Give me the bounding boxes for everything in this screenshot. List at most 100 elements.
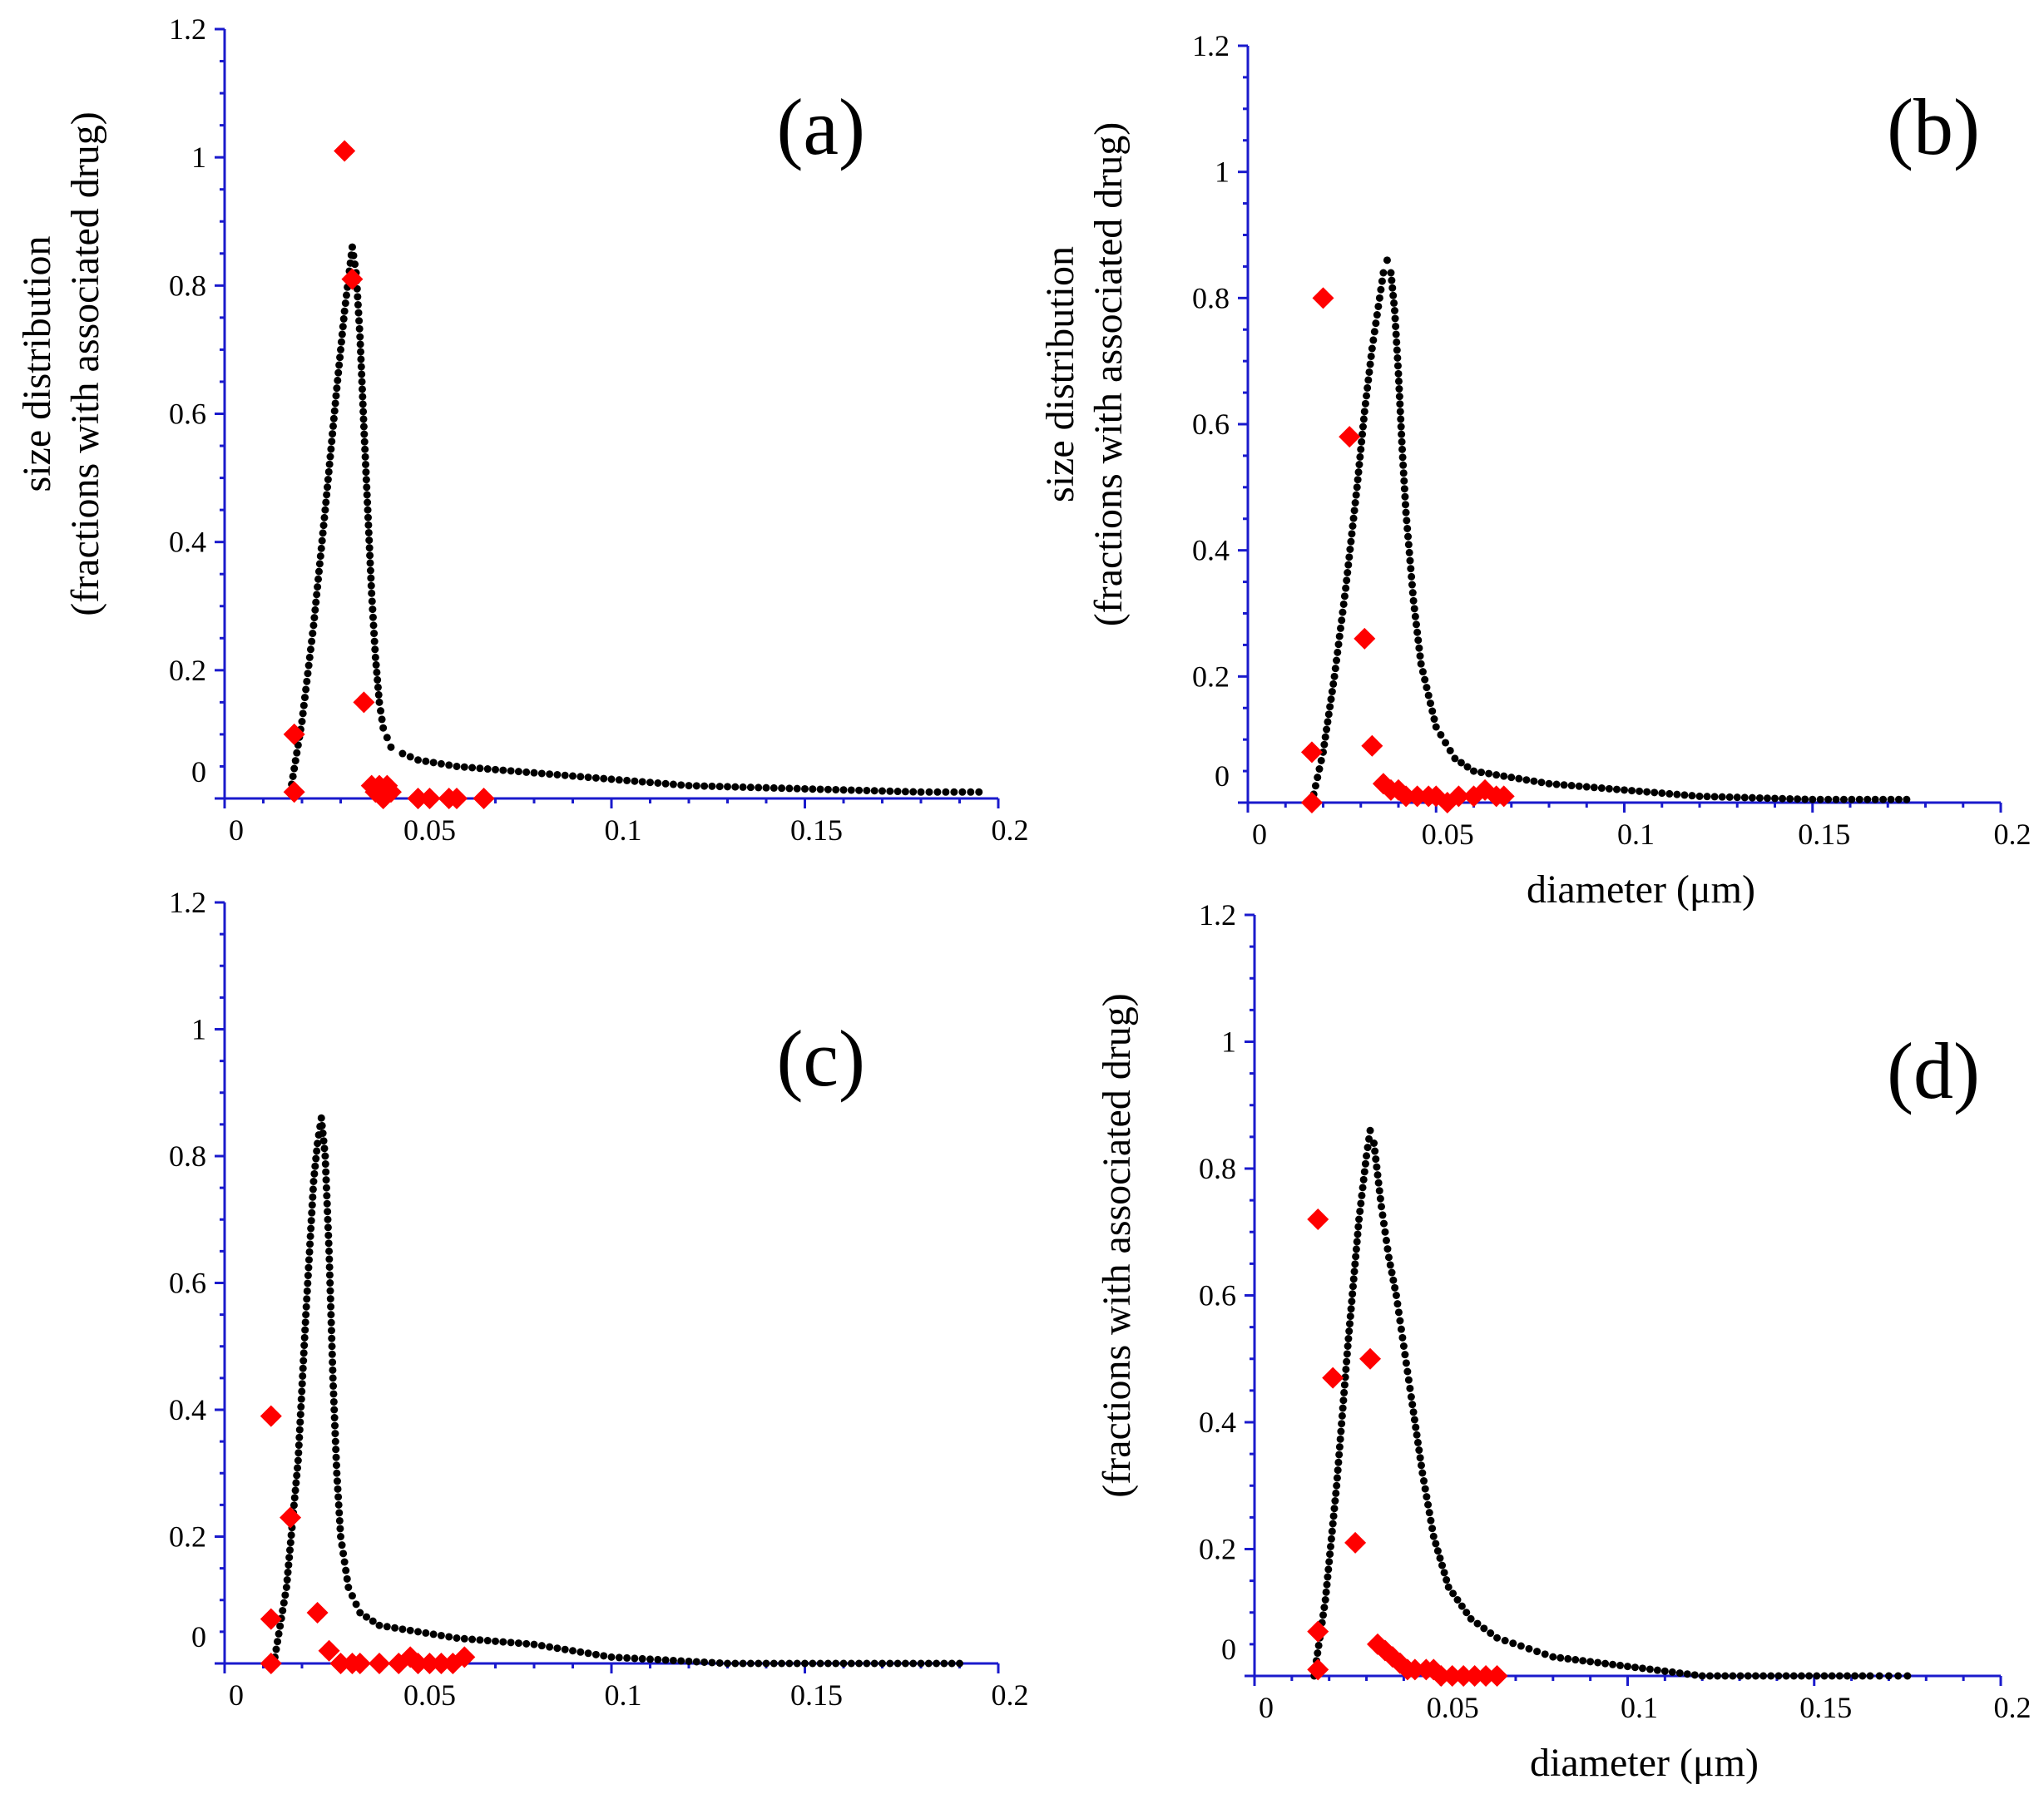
distribution-point <box>1337 1427 1345 1436</box>
distribution-point <box>329 422 337 430</box>
distribution-point <box>778 1659 786 1668</box>
x-tick-label: 0.05 <box>1427 1691 1479 1724</box>
distribution-point <box>1353 1238 1361 1246</box>
distribution-point <box>301 1318 309 1327</box>
x-tick-label: 0.05 <box>403 1678 456 1712</box>
distribution-point <box>279 1606 287 1614</box>
distribution-point <box>282 1584 290 1591</box>
distribution-point <box>1397 415 1405 423</box>
distribution-point <box>1349 1290 1357 1298</box>
distribution-point <box>343 1574 351 1583</box>
distribution-point <box>314 567 323 576</box>
x-tick-label: 0 <box>229 1678 244 1712</box>
distribution-point <box>324 467 333 476</box>
distribution-point <box>378 715 386 724</box>
distribution-point <box>1421 675 1429 684</box>
distribution-point <box>1336 624 1344 632</box>
y-tick-label: 0.8 <box>1192 281 1230 314</box>
distribution-point <box>1714 1672 1722 1680</box>
distribution-point <box>1341 1373 1349 1381</box>
distribution-point <box>1329 1520 1337 1528</box>
distribution-point <box>1319 748 1327 756</box>
distribution-point <box>1386 1261 1394 1269</box>
distribution-point <box>669 780 677 788</box>
distribution-point <box>1363 383 1372 392</box>
distribution-point <box>289 772 297 780</box>
distribution-point <box>308 1201 316 1209</box>
distribution-point <box>1396 400 1404 408</box>
distribution-point <box>1408 581 1416 589</box>
distribution-point <box>334 368 343 377</box>
distribution-point <box>287 1531 295 1540</box>
distribution-point <box>483 1637 492 1645</box>
distribution-point <box>746 783 755 792</box>
drug-marker <box>283 781 305 803</box>
distribution-point <box>324 1231 333 1239</box>
distribution-point <box>1366 1126 1374 1134</box>
y-tick-label: 1.2 <box>1199 898 1236 932</box>
distribution-point <box>333 1469 341 1477</box>
distribution-point <box>1390 299 1398 307</box>
distribution-point <box>322 1176 330 1184</box>
distribution-point <box>1444 1583 1453 1591</box>
distribution-point <box>355 324 364 333</box>
distribution-point <box>1500 772 1508 780</box>
distribution-point <box>1427 1516 1435 1525</box>
drug-marker <box>349 1653 371 1674</box>
distribution-point <box>1423 1493 1431 1501</box>
distribution-point <box>1320 1604 1329 1612</box>
distribution-point <box>1355 1215 1363 1223</box>
distribution-point <box>950 788 958 796</box>
drug-marker <box>318 1639 340 1662</box>
distribution-point <box>870 1659 878 1668</box>
distribution-point <box>290 1494 299 1502</box>
distribution-point <box>1729 1672 1737 1680</box>
distribution-point <box>329 1366 337 1374</box>
distribution-point <box>1335 632 1344 640</box>
drug-marker <box>418 1653 441 1674</box>
distribution-point <box>357 355 365 363</box>
distribution-point <box>365 536 374 545</box>
distribution-point <box>1408 1401 1417 1409</box>
distribution-point <box>801 784 809 793</box>
distribution-point <box>429 759 438 767</box>
distribution-point <box>391 1624 399 1632</box>
distribution-point <box>1442 739 1450 747</box>
distribution-point <box>312 598 320 606</box>
x-tick-label: 0.1 <box>605 813 642 847</box>
distribution-point <box>1328 1527 1336 1535</box>
distribution-point <box>294 1456 302 1465</box>
distribution-point <box>1651 788 1659 797</box>
distribution-point <box>398 749 407 758</box>
distribution-point <box>1744 1672 1752 1680</box>
distribution-point <box>371 645 379 654</box>
distribution-point <box>654 1655 662 1663</box>
distribution-point <box>1703 793 1711 801</box>
distribution-point <box>366 559 374 567</box>
distribution-point <box>331 1421 339 1430</box>
distribution-point <box>1774 1672 1783 1680</box>
distribution-point <box>305 1248 314 1256</box>
distribution-point <box>1372 319 1380 328</box>
distribution-point <box>1326 1550 1334 1559</box>
distribution-point <box>352 1600 360 1609</box>
distribution-point <box>1894 795 1903 803</box>
distribution-point <box>1396 1317 1404 1325</box>
distribution-point <box>1319 1611 1328 1619</box>
distribution-point <box>1332 1489 1340 1497</box>
distribution-point <box>715 783 724 791</box>
distribution-point <box>1432 1540 1440 1548</box>
distribution-point <box>537 769 546 778</box>
distribution-point <box>1609 1660 1617 1668</box>
distribution-point <box>1470 767 1477 775</box>
distribution-point <box>1397 423 1405 431</box>
distribution-point <box>311 605 319 614</box>
distribution-point <box>371 653 379 661</box>
distribution-point <box>1339 600 1348 608</box>
distribution-point <box>1399 469 1408 477</box>
distribution-point <box>1863 795 1872 803</box>
distribution-point <box>1350 1268 1359 1276</box>
distribution-point <box>306 1232 314 1240</box>
distribution-point <box>770 1659 778 1668</box>
distribution-point <box>358 385 366 393</box>
